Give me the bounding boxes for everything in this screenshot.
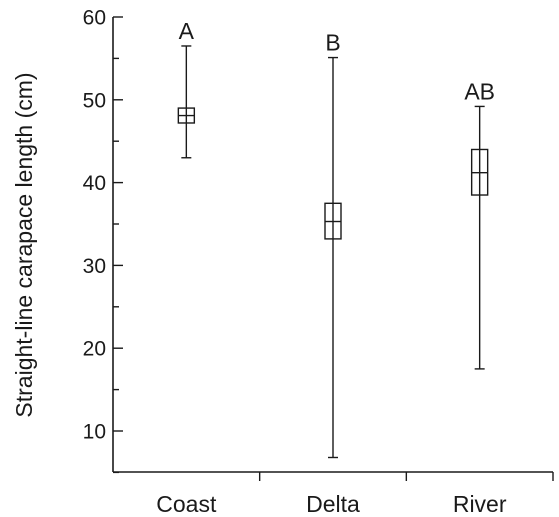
y-tick-label: 60 <box>83 7 106 30</box>
box-river: AB <box>464 78 495 370</box>
x-category-label: Delta <box>306 491 360 517</box>
box-delta: B <box>324 30 342 459</box>
y-axis-title: Straight-line carapace length (cm) <box>11 72 37 417</box>
group-letter: AB <box>464 78 495 104</box>
axes: 10 20 30 40 50 60 Coast Delta River <box>83 7 554 517</box>
box-coast: A <box>177 18 196 159</box>
group-letter: A <box>179 18 195 44</box>
y-tick-label: 10 <box>83 421 106 444</box>
y-tick-label: 40 <box>83 172 106 195</box>
x-category-label: River <box>453 491 507 517</box>
y-tick-label: 20 <box>83 338 106 361</box>
y-tick-label: 50 <box>83 89 106 112</box>
x-category-label: Coast <box>156 491 217 517</box>
y-tick-label: 30 <box>83 255 106 278</box>
group-letter: B <box>325 30 340 56</box>
marks: A BAB <box>177 18 495 459</box>
